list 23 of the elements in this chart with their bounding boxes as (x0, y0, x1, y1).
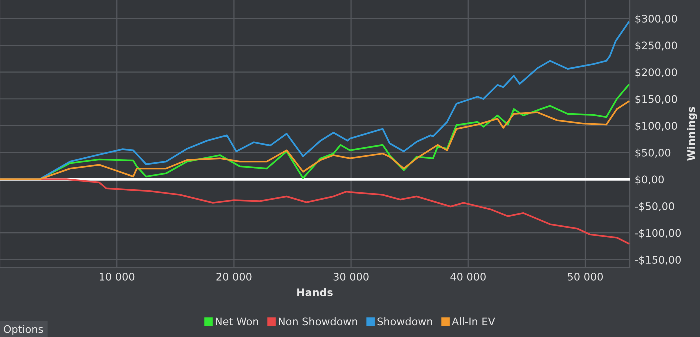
line-series (0, 100, 630, 180)
x-tick-label: 50 000 (568, 272, 604, 281)
x-tick-label: 10 000 (100, 272, 135, 281)
y2-tick-label: $0,00 (636, 176, 664, 185)
y2-tick-label: $300,00 (636, 14, 678, 24)
x-tick-label: 30 000 (334, 272, 369, 281)
legend-label: All-In EV (452, 318, 496, 326)
y2-tick-label: -$50,00 (635, 202, 674, 212)
legend-label: Net Won (216, 318, 258, 326)
y2-tick-label: -$150,00 (635, 256, 682, 266)
y2-tick-label: -$100,00 (635, 229, 682, 239)
y2-tick-label: $50,00 (636, 148, 671, 158)
y2-tick-label: $250,00 (636, 42, 678, 52)
legend-label: Non Showdown (279, 318, 358, 326)
x-tick-label: 40 000 (450, 272, 486, 281)
y2-tick-label: $150,00 (636, 95, 678, 105)
y2-tick-label: $100,00 (636, 122, 678, 132)
y2-tick-label: $200,00 (636, 68, 678, 78)
legend-label: Showdown (378, 318, 432, 326)
x-tick-label: 20 000 (216, 272, 252, 281)
x-axis-title: Hands (298, 288, 333, 296)
y2-axis-title: Winnings (687, 107, 698, 161)
text: Options (4, 325, 44, 336)
